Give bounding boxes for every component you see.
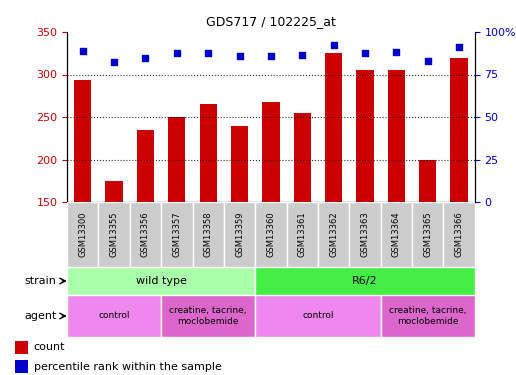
Text: GSM13366: GSM13366 [455,211,463,257]
Bar [74,81,91,202]
Text: control: control [302,312,334,321]
Text: agent: agent [24,311,57,321]
Bar [381,295,475,337]
Text: strain: strain [25,276,57,286]
Text: creatine, tacrine,
moclobemide: creatine, tacrine, moclobemide [169,306,247,326]
Point [455,44,463,50]
Bar [255,295,381,337]
Text: GSM13300: GSM13300 [78,212,87,257]
Bar [161,295,255,337]
Bar [105,181,123,202]
Bar [99,202,130,267]
Text: count: count [34,342,65,352]
Point [392,48,400,54]
Bar [255,202,286,267]
Bar [255,267,475,295]
Bar [419,159,437,202]
Bar [67,267,255,295]
Bar [15,360,28,373]
Bar [130,202,161,267]
Bar [325,53,342,202]
Text: GSM13361: GSM13361 [298,211,307,257]
Bar [388,70,405,202]
Point [424,58,432,64]
Point [173,50,181,56]
Text: GSM13358: GSM13358 [204,211,213,257]
Bar [450,57,467,202]
Text: GSM13364: GSM13364 [392,211,401,257]
Bar [349,202,381,267]
Bar [318,202,349,267]
Point [330,42,338,48]
Text: GSM13365: GSM13365 [423,211,432,257]
Text: percentile rank within the sample: percentile rank within the sample [34,362,221,372]
Text: GSM13359: GSM13359 [235,212,244,257]
Bar [15,341,28,354]
Text: GSM13362: GSM13362 [329,211,338,257]
Text: R6/2: R6/2 [352,276,378,286]
Point [361,50,369,56]
Bar [262,102,280,202]
Bar [224,202,255,267]
Bar [161,202,192,267]
Bar [168,117,185,202]
Text: GSM13360: GSM13360 [266,211,276,257]
Text: GDS717 / 102225_at: GDS717 / 102225_at [206,15,336,28]
Bar [67,202,99,267]
Text: GSM13363: GSM13363 [361,211,369,257]
Bar [443,202,475,267]
Text: GSM13355: GSM13355 [109,212,119,257]
Text: control: control [99,312,130,321]
Bar [192,202,224,267]
Bar [412,202,443,267]
Bar [357,70,374,202]
Bar [137,130,154,202]
Bar [381,202,412,267]
Point [110,59,118,65]
Point [235,53,244,59]
Bar [200,104,217,202]
Bar [286,202,318,267]
Point [78,48,87,54]
Bar [67,295,161,337]
Text: GSM13356: GSM13356 [141,211,150,257]
Text: creatine, tacrine,
moclobemide: creatine, tacrine, moclobemide [389,306,466,326]
Point [267,53,275,59]
Point [141,54,150,60]
Point [298,52,307,58]
Text: wild type: wild type [136,276,187,286]
Bar [231,126,248,202]
Point [204,50,212,56]
Text: GSM13357: GSM13357 [172,211,181,257]
Bar [294,113,311,202]
